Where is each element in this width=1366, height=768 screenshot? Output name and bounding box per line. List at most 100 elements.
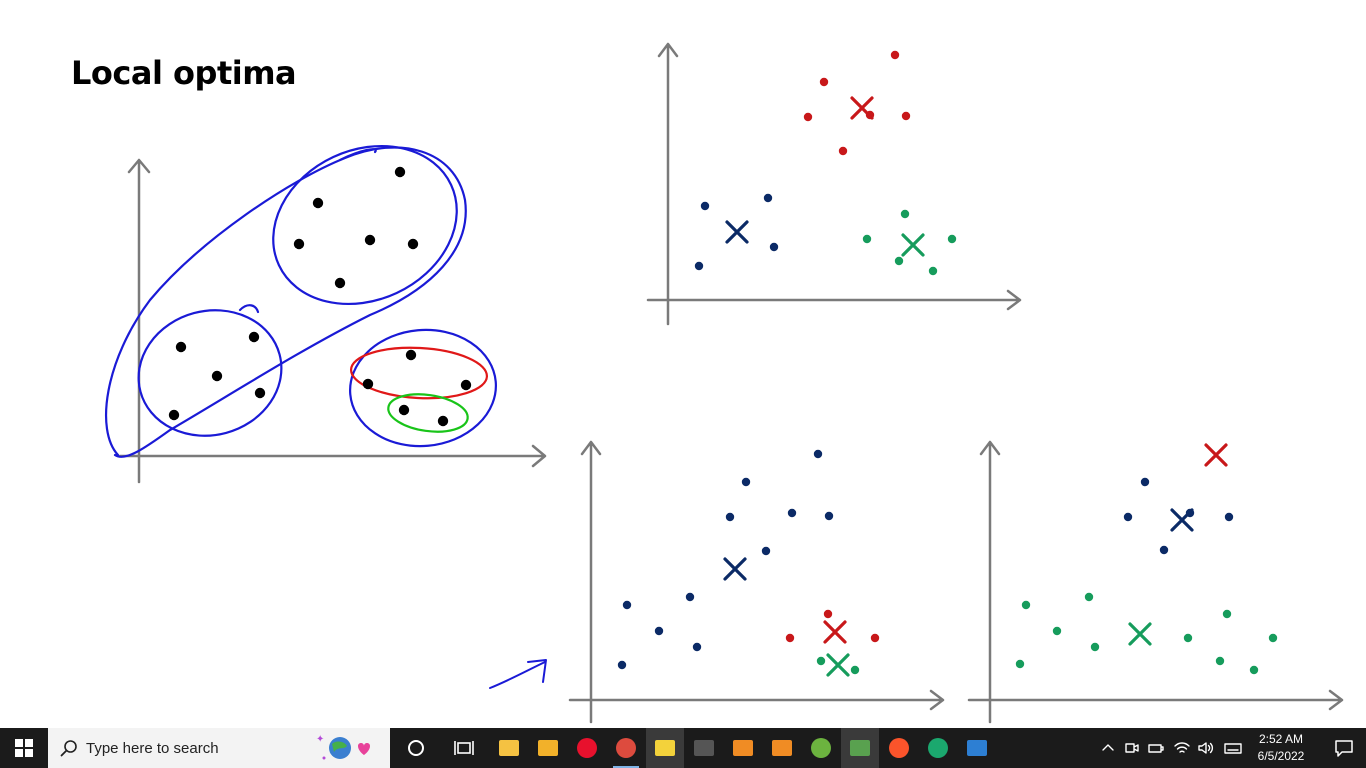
left-cluster-blue-loop-tail: [238, 304, 260, 314]
cortana-button[interactable]: [396, 728, 436, 768]
file-folder-icon: [538, 740, 558, 756]
cluster-point: [761, 546, 771, 556]
opera-browser-icon: [577, 738, 597, 758]
cluster-point: [763, 193, 773, 203]
chevron-up-icon: [1102, 744, 1114, 751]
cluster-point: [838, 146, 848, 156]
cluster-point: [1140, 477, 1150, 487]
cortana-circle-icon: [408, 740, 424, 756]
meet-now-tray-button[interactable]: [1120, 728, 1144, 768]
data-point: [312, 197, 324, 209]
file-explorer-icon: [499, 740, 519, 756]
centroid-marker: [1204, 443, 1228, 467]
wifi-tray-button[interactable]: [1170, 728, 1194, 768]
centroid-marker: [1170, 508, 1194, 532]
terminal-button[interactable]: [685, 728, 723, 768]
data-point: [168, 409, 180, 421]
volume-tray-button[interactable]: [1194, 728, 1218, 768]
photos-button[interactable]: [958, 728, 996, 768]
brave-browser-icon: [889, 738, 909, 758]
ink-arrow: [489, 659, 547, 689]
cluster-point: [692, 642, 702, 652]
chevron-up-tray-button[interactable]: [1096, 728, 1120, 768]
file-explorer-button[interactable]: [490, 728, 528, 768]
magnifier-icon: [60, 740, 77, 757]
upwork-icon: [928, 738, 948, 758]
cluster-point: [947, 234, 957, 244]
keyboard-tray-button[interactable]: [1221, 728, 1245, 768]
clock-date: 6/5/2022: [1257, 749, 1305, 763]
centroid-marker: [725, 220, 749, 244]
cluster-point: [622, 600, 632, 610]
bottom-cluster-blue-circle: [349, 328, 497, 448]
cluster-point: [617, 660, 627, 670]
windows-logo-icon: [15, 739, 33, 757]
cluster-point: [1084, 592, 1094, 602]
chrome-browser-button[interactable]: [607, 728, 645, 768]
data-point: [254, 387, 266, 399]
centroid-marker: [826, 653, 850, 677]
data-point: [334, 277, 346, 289]
opera-browser-button[interactable]: [568, 728, 606, 768]
cluster-point: [928, 266, 938, 276]
keyboard-icon: [1224, 743, 1242, 754]
blender-button-2[interactable]: [763, 728, 801, 768]
svg-text:✦: ✦: [316, 734, 324, 745]
cluster-point: [1123, 512, 1133, 522]
cluster-point: [741, 477, 751, 487]
data-point: [398, 404, 410, 416]
task-view-icon: [454, 741, 474, 755]
centroid-marker: [901, 233, 925, 257]
left-plot-axes: [118, 158, 547, 484]
cluster-point: [901, 111, 911, 121]
sticky-app-button[interactable]: [646, 728, 684, 768]
top-right-plot-axes: [646, 42, 1022, 326]
search-box[interactable]: Type here to search ✦: [48, 728, 390, 768]
cluster-point: [1268, 633, 1278, 643]
battery-tray-button[interactable]: [1144, 728, 1168, 768]
cluster-point: [1090, 642, 1100, 652]
data-point: [460, 379, 472, 391]
cluster-point: [1159, 545, 1169, 555]
big-outer-blue-loop: [104, 146, 467, 458]
cluster-point: [803, 112, 813, 122]
taskbar: Type here to search ✦ 2:52 AM 6/5/2022: [0, 728, 1366, 768]
cluster-point: [1183, 633, 1193, 643]
upwork-button[interactable]: [919, 728, 957, 768]
utorrent-icon: [811, 738, 831, 758]
cluster-point: [1015, 659, 1025, 669]
left-plot: [104, 144, 547, 484]
data-point: [293, 238, 305, 250]
photos-icon: [967, 740, 987, 756]
clock[interactable]: 2:52 AM 6/5/2022: [1250, 731, 1312, 765]
cluster-point: [769, 242, 779, 252]
bottom-right-plot: [967, 440, 1344, 724]
cluster-point: [819, 77, 829, 87]
chrome-browser-icon: [616, 738, 636, 758]
cluster-point: [725, 512, 735, 522]
cluster-point: [894, 256, 904, 266]
sticky-app-icon: [655, 740, 675, 756]
notification-button[interactable]: [1322, 728, 1366, 768]
top-right-plot: [646, 42, 1022, 326]
data-point: [211, 370, 223, 382]
start-button[interactable]: [0, 728, 48, 768]
cluster-point: [823, 609, 833, 619]
cluster-point: [870, 633, 880, 643]
task-view-button[interactable]: [444, 728, 484, 768]
download-manager-button[interactable]: [841, 728, 879, 768]
data-point: [364, 234, 376, 246]
bottom-middle-plot-marks: [617, 449, 880, 677]
green-ink-circle: [387, 393, 469, 433]
brave-browser-button[interactable]: [880, 728, 918, 768]
top-cluster-blue-circle: [272, 144, 458, 306]
utorrent-button[interactable]: [802, 728, 840, 768]
data-point: [362, 378, 374, 390]
file-folder-button[interactable]: [529, 728, 567, 768]
wifi-icon: [1174, 742, 1190, 753]
download-manager-icon: [850, 740, 870, 756]
cluster-point: [862, 234, 872, 244]
blender-button[interactable]: [724, 728, 762, 768]
clock-time: 2:52 AM: [1258, 732, 1304, 746]
bottom-middle-plot: [568, 440, 945, 724]
